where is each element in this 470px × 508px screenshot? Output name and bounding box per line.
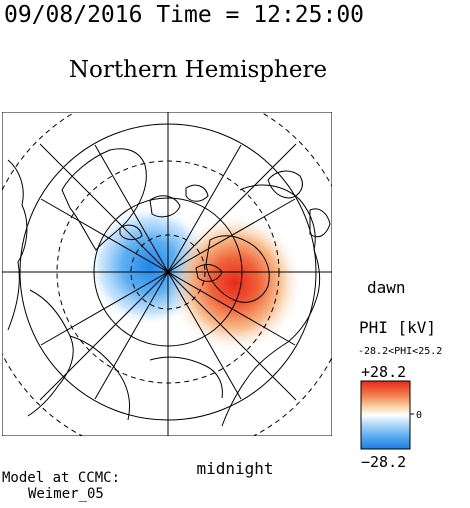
page-title: Northern Hemisphere — [69, 57, 327, 83]
legend-range: -28.2<PHI<25.2 — [358, 346, 442, 357]
legend-zero-label: 0 — [416, 410, 422, 421]
dawn-label: dawn — [367, 278, 406, 297]
meridian-lines — [2, 112, 332, 436]
coastlines — [7, 148, 331, 427]
color-legend: PHI [kV] -28.2<PHI<25.2 +28.2 0 −28.2 — [358, 318, 442, 471]
polar-map — [2, 112, 332, 436]
model-label-line2: Weimer_05 — [28, 486, 104, 502]
legend-title: PHI [kV] — [359, 318, 436, 337]
legend-colorbar — [360, 380, 411, 450]
legend-max-label: +28.2 — [361, 363, 406, 381]
midnight-label: midnight — [196, 459, 273, 478]
timestamp: 09/08/2016 Time = 12:25:00 — [4, 2, 364, 28]
model-label-line1: Model at CCMC: — [2, 470, 120, 486]
legend-min-label: −28.2 — [361, 453, 406, 471]
